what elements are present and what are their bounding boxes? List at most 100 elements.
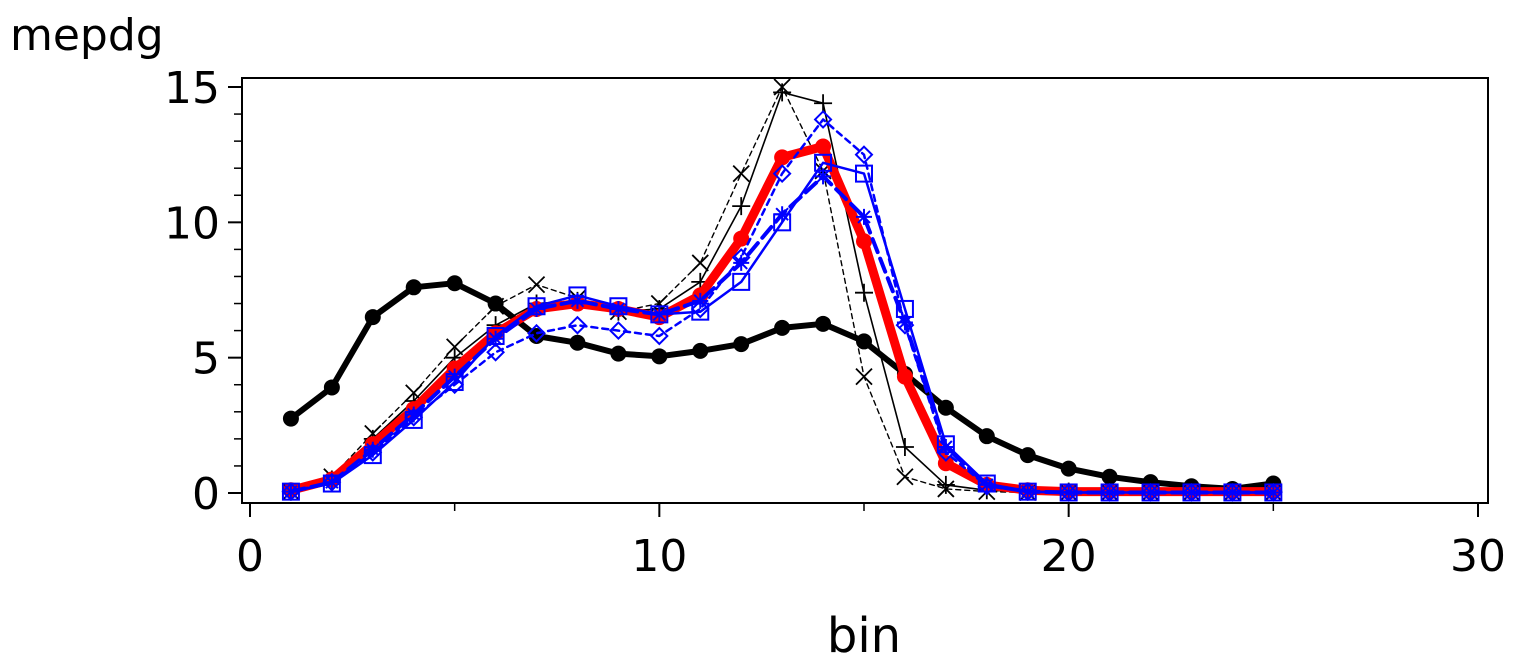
dot-marker	[446, 275, 463, 292]
star-marker	[364, 441, 381, 458]
x-marker	[691, 254, 709, 272]
diamond-marker	[1100, 483, 1120, 502]
series-layer	[281, 78, 1283, 502]
star-marker	[610, 300, 627, 317]
y-tick-label: 5	[192, 334, 220, 385]
diamond-marker	[608, 321, 628, 341]
y-tick-label: 0	[192, 469, 220, 520]
plus-marker	[732, 197, 751, 216]
dot-marker	[282, 410, 299, 427]
x-marker	[896, 468, 914, 486]
dot-marker	[733, 230, 750, 247]
diamond-marker	[977, 476, 997, 496]
x-marker	[527, 275, 546, 294]
star-marker	[282, 483, 299, 500]
diamond-marker	[936, 442, 956, 462]
series-line	[286, 142, 1278, 497]
series-line	[290, 86, 1275, 494]
dot-marker	[774, 149, 791, 166]
diamond-marker	[527, 323, 546, 343]
x-marker	[446, 338, 464, 356]
dot-marker	[651, 348, 668, 365]
dot-marker	[364, 309, 381, 326]
x-marker	[855, 367, 873, 386]
y-tick-label: 10	[164, 198, 220, 249]
star-marker	[487, 330, 504, 347]
x-tick-label: 0	[236, 531, 264, 582]
square-marker	[855, 164, 873, 183]
dot-marker	[323, 379, 340, 396]
star-marker	[733, 254, 750, 271]
square-marker	[732, 272, 751, 291]
series-3	[282, 78, 1282, 502]
diamond-marker	[1018, 482, 1038, 502]
dot-marker	[896, 368, 913, 385]
plus-marker	[855, 283, 873, 302]
series-line	[289, 118, 1275, 494]
star-marker	[446, 368, 463, 385]
dot-marker	[405, 279, 422, 296]
star-marker	[405, 406, 422, 423]
y-tick-label: 15	[164, 63, 220, 114]
dot-marker	[1101, 468, 1118, 485]
series-2	[281, 83, 1283, 501]
x-axis-label: bin	[827, 608, 901, 659]
star-marker	[1224, 484, 1241, 501]
x-marker	[732, 164, 750, 183]
diamond-marker	[1141, 483, 1160, 502]
plot-frame	[241, 77, 1489, 504]
dot-marker	[692, 342, 709, 359]
star-marker	[651, 306, 668, 323]
star-marker	[937, 438, 954, 455]
diamond-marker	[1182, 483, 1201, 502]
x-tick-label: 10	[631, 531, 687, 582]
x-marker	[937, 480, 955, 498]
dot-marker	[733, 336, 750, 353]
diamond-marker	[649, 326, 669, 346]
series-6	[281, 110, 1283, 502]
star-marker	[323, 474, 340, 491]
plus-marker	[814, 94, 833, 113]
diamond-marker	[568, 315, 587, 335]
x-marker	[486, 297, 505, 315]
star-marker	[1265, 484, 1282, 501]
y-axis-label: mepdg	[10, 10, 164, 61]
star-marker	[978, 476, 995, 493]
diamond-marker	[486, 342, 506, 362]
dot-marker	[1060, 460, 1077, 477]
dot-marker	[815, 138, 832, 155]
star-marker	[569, 292, 586, 309]
star-marker	[1183, 484, 1200, 501]
dot-marker	[978, 428, 995, 445]
y-axis: 0 5 10 15	[164, 63, 242, 520]
diamond-marker	[813, 110, 833, 129]
dot-marker	[937, 455, 954, 472]
diamond-marker	[772, 164, 792, 184]
diamond-marker	[1059, 483, 1079, 502]
dot-marker	[937, 399, 954, 416]
plus-marker	[895, 437, 914, 456]
x-axis: 0 10 20 30	[236, 503, 1506, 582]
star-marker	[1060, 484, 1077, 501]
star-marker	[856, 208, 872, 225]
x-tick-label: 20	[1041, 531, 1097, 582]
diamond-marker	[1222, 483, 1242, 502]
star-marker	[692, 292, 709, 309]
star-marker	[1142, 484, 1159, 501]
star-marker	[528, 300, 545, 317]
dot-marker	[487, 295, 504, 312]
dot-marker	[1019, 447, 1036, 464]
star-marker	[815, 168, 832, 185]
dot-marker	[569, 334, 586, 351]
diamond-marker	[854, 145, 874, 165]
x-marker	[773, 78, 791, 96]
dot-marker	[610, 345, 627, 362]
plus-marker	[936, 475, 955, 494]
series-7	[282, 168, 1282, 501]
star-marker	[774, 206, 791, 223]
dot-marker	[774, 319, 791, 336]
star-marker	[1019, 483, 1036, 500]
dot-marker	[856, 333, 872, 350]
diamond-marker	[1263, 483, 1283, 502]
